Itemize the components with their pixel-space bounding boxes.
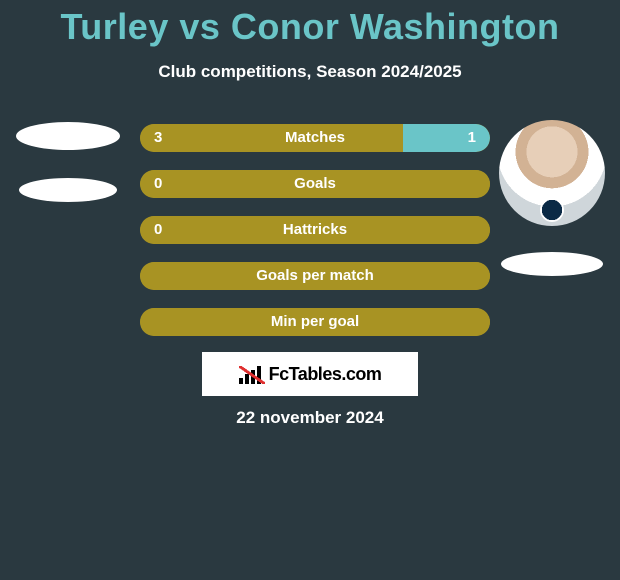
page-title: Turley vs Conor Washington [0, 0, 620, 48]
right-player-column [492, 120, 612, 276]
bar-value-left: 0 [154, 216, 162, 244]
bar-value-left: 0 [154, 170, 162, 198]
bar-value-right: 1 [468, 124, 476, 152]
bar-row-min-per-goal: Min per goal [140, 308, 490, 336]
bar-label: Min per goal [140, 308, 490, 336]
right-player-name-placeholder [501, 252, 603, 276]
bar-value-left: 3 [154, 124, 162, 152]
comparison-bars: 3 Matches 1 0 Goals 0 Hattricks Goals pe… [140, 124, 490, 354]
bar-label: Goals per match [140, 262, 490, 290]
comparison-card: Turley vs Conor Washington Club competit… [0, 0, 620, 580]
bar-label: Hattricks [140, 216, 490, 244]
bar-label: Matches [140, 124, 490, 152]
left-player-avatar-placeholder [16, 122, 120, 150]
bar-row-goals: 0 Goals [140, 170, 490, 198]
subtitle: Club competitions, Season 2024/2025 [0, 48, 620, 82]
bar-row-hattricks: 0 Hattricks [140, 216, 490, 244]
brand-logo-chart-icon [239, 364, 263, 384]
left-player-name-placeholder [19, 178, 117, 202]
date-label: 22 november 2024 [0, 408, 620, 428]
bar-row-matches: 3 Matches 1 [140, 124, 490, 152]
bar-label: Goals [140, 170, 490, 198]
bar-row-goals-per-match: Goals per match [140, 262, 490, 290]
right-player-avatar [499, 120, 605, 226]
left-player-column [8, 120, 128, 202]
brand-logo: FcTables.com [202, 352, 418, 396]
brand-logo-text: FcTables.com [269, 364, 382, 385]
